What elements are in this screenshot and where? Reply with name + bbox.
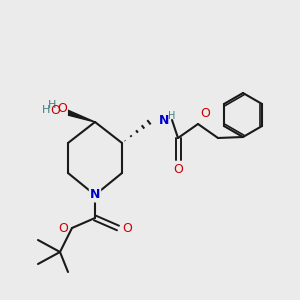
Text: O: O: [58, 221, 68, 235]
Text: H: H: [168, 111, 176, 121]
Text: O: O: [122, 221, 132, 235]
Text: N: N: [159, 113, 169, 127]
Text: O: O: [50, 103, 60, 116]
Text: O: O: [57, 103, 67, 116]
Text: H: H: [48, 100, 56, 110]
Text: N: N: [90, 188, 100, 202]
Text: H: H: [42, 105, 50, 115]
Text: O: O: [200, 107, 210, 120]
Polygon shape: [59, 107, 95, 122]
Text: O: O: [173, 163, 183, 176]
